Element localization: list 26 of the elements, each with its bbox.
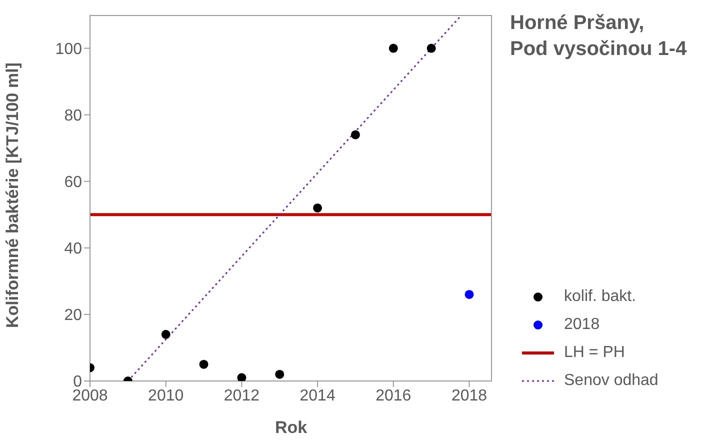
legend-label: 2018: [564, 316, 600, 334]
x-tick-label: 2012: [224, 387, 260, 404]
y-tick-label: 100: [55, 40, 82, 58]
point: [388, 44, 398, 53]
point: [426, 44, 436, 53]
legend-label: LH = PH: [564, 344, 625, 362]
point: [313, 203, 322, 212]
y-tick-label: 80: [64, 108, 82, 124]
x-tick-label: 2018: [451, 387, 488, 404]
x-tick-label: 2014: [300, 387, 336, 404]
point: [237, 373, 246, 381]
y-tick-label: 60: [64, 174, 82, 192]
point: [464, 290, 474, 299]
y-tick-label: 20: [64, 307, 82, 324]
point: [199, 360, 208, 369]
x-tick-label: 2016: [376, 387, 412, 404]
x-axis-title: Rok: [274, 418, 308, 437]
x-tick-label: 2010: [148, 387, 184, 404]
legend-label: Senov odhad: [564, 372, 658, 390]
point: [275, 370, 284, 379]
y-axis-title: Koliformné baktérie [KTJ/100 ml]: [3, 62, 22, 328]
legend-label: kolif. bakt.: [564, 288, 636, 306]
y-tick-label: 40: [64, 240, 82, 258]
text: Horné Pršany, Pod vysočinou 1-4: [510, 11, 687, 62]
point: [161, 330, 170, 339]
point: [350, 130, 360, 140]
